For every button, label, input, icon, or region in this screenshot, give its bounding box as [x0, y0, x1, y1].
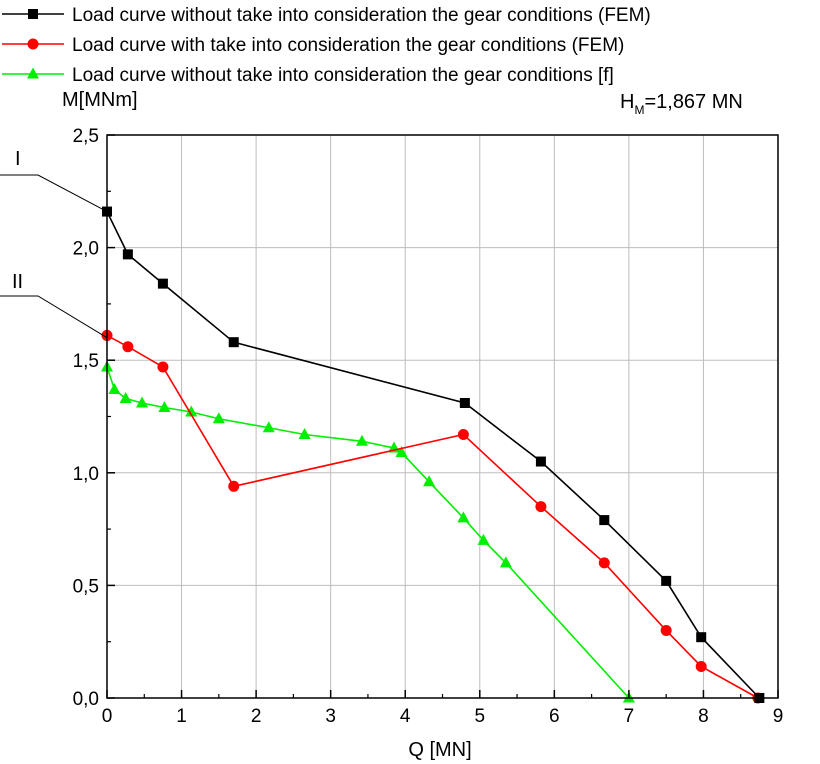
legend: Load curve without take into considerati… [2, 5, 651, 86]
x-tick-label: 3 [325, 706, 336, 727]
x-tick-label: 5 [474, 706, 485, 727]
x-tick-label: 4 [400, 706, 411, 727]
data-point [395, 446, 408, 458]
data-point [477, 533, 490, 545]
data-point [355, 434, 368, 446]
data-point [695, 660, 707, 672]
data-point [457, 429, 469, 441]
y-axis-label: M[MNm] [62, 89, 138, 111]
data-point [661, 575, 672, 586]
legend-entry-3: Load curve without take into considerati… [2, 65, 614, 86]
curve-label-1: I [0, 148, 108, 213]
data-point [535, 456, 546, 467]
data-point [457, 511, 470, 523]
data-point [423, 475, 436, 487]
series-3 [101, 360, 635, 703]
plot-series [101, 206, 765, 704]
legend-marker [28, 9, 38, 19]
series-line [106, 211, 760, 699]
data-point [122, 249, 133, 260]
series-line [106, 366, 630, 699]
data-point [122, 341, 134, 353]
legend-label: Load curve with take into consideration … [72, 35, 624, 56]
data-point [599, 515, 610, 526]
data-point [262, 421, 275, 433]
y-tick-label: 2,0 [73, 239, 99, 260]
y-tick-label: 2,5 [73, 126, 99, 147]
data-point [158, 400, 171, 412]
data-point [157, 278, 168, 289]
x-tick-label: 6 [549, 706, 560, 727]
y-tick-label: 1,5 [73, 351, 99, 372]
legend-label: Load curve without take into considerati… [72, 65, 614, 86]
x-tick-label: 1 [176, 706, 187, 727]
legend-entry-2: Load curve with take into consideration … [2, 35, 624, 56]
curve-label-text: I [15, 148, 21, 170]
data-point [535, 501, 547, 513]
data-point [119, 391, 132, 403]
series-2 [101, 329, 764, 704]
annotation-h-m: HM=1,867 MN [620, 91, 743, 117]
axes: 0 1 2 3 4 5 6 7 8 9 0,0 0,5 1,0 1,5 2,0 2,5 [73, 126, 784, 727]
x-tick-label: 2 [251, 706, 262, 727]
x-tick-label: 9 [773, 706, 784, 727]
grid [107, 135, 778, 698]
data-point [228, 480, 240, 492]
data-point [108, 382, 121, 394]
x-tick-label: 7 [624, 706, 635, 727]
data-point [185, 405, 198, 417]
curve-labels: III [0, 148, 108, 339]
curve-label-leader [0, 295, 108, 339]
curve-label-leader [0, 174, 108, 213]
data-point [157, 361, 169, 373]
y-tick-label: 0,5 [73, 576, 99, 597]
curve-label-2: II [0, 271, 108, 339]
data-point [696, 632, 707, 643]
data-point [598, 557, 610, 569]
legend-label: Load curve without take into considerati… [72, 5, 651, 26]
x-tick-label: 8 [698, 706, 709, 727]
data-point [499, 556, 512, 568]
data-point [136, 396, 149, 408]
legend-marker [27, 38, 39, 50]
y-tick-label: 0,0 [73, 689, 99, 710]
curve-label-text: II [12, 271, 23, 293]
data-point [459, 397, 470, 408]
legend-entry-1: Load curve without take into considerati… [2, 5, 651, 26]
legend-marker [27, 67, 39, 79]
data-point [298, 428, 311, 440]
data-point [212, 412, 225, 424]
y-tick-label: 1,0 [73, 464, 99, 485]
series-line [106, 334, 759, 699]
data-point [660, 624, 672, 636]
x-axis-label: Q [MN] [408, 739, 471, 761]
data-point [228, 337, 239, 348]
x-tick-label: 0 [102, 706, 113, 727]
